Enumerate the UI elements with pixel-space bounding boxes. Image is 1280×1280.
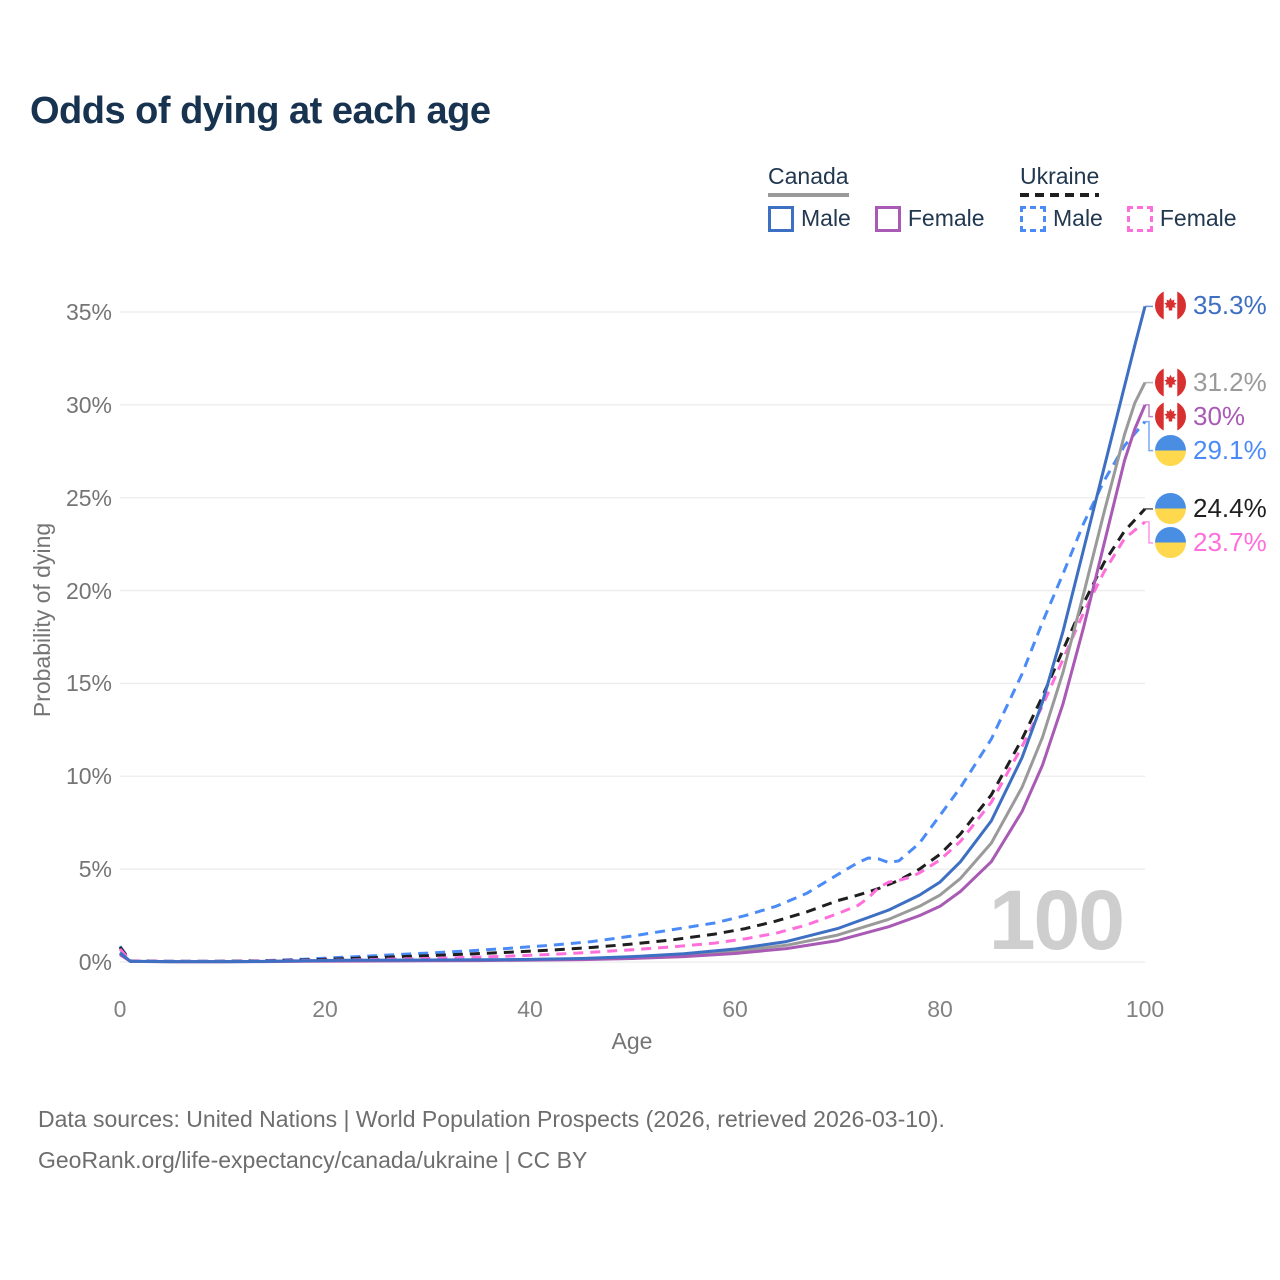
ukraine-flag-icon (1155, 526, 1186, 558)
legend-header-canada[interactable]: Canada (768, 163, 849, 197)
end-label-ukraine-male[interactable]: 29.1% (1155, 434, 1267, 466)
y-tick-label-20: 20% (65, 577, 112, 604)
legend-item-canada-male[interactable]: Male (768, 205, 851, 232)
end-label-value-canada-total: 31.2% (1193, 366, 1267, 397)
x-tick-label-80: 80 (927, 996, 953, 1022)
series-line-canada-total[interactable] (119, 381, 1147, 964)
legend-item-canada-male-label: Male (801, 205, 851, 231)
y-tick-label-0: 0% (78, 949, 112, 975)
end-label-value-canada-female: 30% (1193, 400, 1246, 431)
end-label-value-ukraine-total: 24.4% (1193, 492, 1267, 523)
canada-female-swatch-icon (874, 205, 901, 232)
ukraine-female-swatch-icon (1126, 205, 1153, 232)
legend-item-ukraine-female-label: Female (1159, 205, 1237, 231)
legend-item-ukraine-male-label: Male (1053, 205, 1103, 231)
ukraine-flag-icon (1155, 492, 1186, 524)
legend-item-ukraine-male[interactable]: Male (1020, 205, 1103, 232)
label-leader-ukraine-male (1145, 420, 1153, 452)
end-label-canada-female[interactable]: 30% (1155, 400, 1246, 432)
canada-flag-icon (1155, 400, 1186, 432)
y-tick-label-10: 10% (65, 763, 112, 790)
y-tick-label-30: 30% (65, 391, 112, 418)
y-tick-label-15: 15% (65, 670, 112, 697)
legend-item-ukraine-female[interactable]: Female (1126, 205, 1237, 232)
end-label-ukraine-female[interactable]: 23.7% (1155, 526, 1267, 558)
y-tick-label-5: 5% (78, 856, 112, 883)
footer-source-line: Data sources: United Nations | World Pop… (38, 1106, 945, 1132)
label-leader-canada-female (1145, 404, 1153, 418)
end-label-value-canada-male: 35.3% (1193, 290, 1267, 321)
x-tick-label-100: 100 (1125, 996, 1165, 1022)
canada-male-swatch-icon (768, 205, 794, 232)
x-axis-title: Age (611, 1028, 653, 1054)
end-label-canada-total[interactable]: 31.2% (1155, 366, 1267, 398)
series-line-canada-male[interactable] (119, 306, 1147, 964)
ukraine-male-swatch-icon (1020, 205, 1046, 232)
series-line-ukraine-total[interactable] (118, 507, 1147, 963)
legend-item-canada-female-label: Female (907, 205, 985, 231)
legend-header-ukraine-label: Ukraine (1020, 163, 1100, 189)
x-tick-label-60: 60 (722, 996, 748, 1022)
y-tick-label-35: 35% (65, 299, 112, 325)
canada-flag-icon (1155, 366, 1186, 398)
canada-flag-icon (1155, 290, 1186, 322)
legend-header-ukraine[interactable]: Ukraine (1020, 163, 1100, 197)
legend-items-canada: Male Female (768, 205, 985, 232)
canada-line-style-icon (768, 193, 849, 197)
end-label-value-ukraine-male: 29.1% (1193, 434, 1267, 465)
end-label-value-ukraine-female: 23.7% (1193, 526, 1267, 557)
x-tick-label-0: 0 (113, 996, 127, 1022)
label-leader-ukraine-female (1145, 521, 1153, 544)
max-age-watermark: 100 (988, 873, 1125, 967)
legend-items-ukraine: Male Female (1020, 205, 1237, 232)
end-label-canada-male[interactable]: 35.3% (1155, 290, 1267, 322)
x-tick-label-20: 20 (312, 996, 338, 1022)
legend-header-canada-label: Canada (768, 163, 849, 189)
ukraine-flag-icon (1155, 434, 1186, 466)
x-tick-label-40: 40 (517, 996, 543, 1022)
y-tick-label-25: 25% (65, 484, 112, 511)
series-line-ukraine-male[interactable] (118, 420, 1147, 963)
ukraine-line-style-icon (1020, 193, 1100, 197)
legend-group-ukraine: Ukraine Male Female (1020, 163, 1237, 232)
legend-item-canada-female[interactable]: Female (874, 205, 985, 232)
page-title: Odds of dying at each age (30, 90, 491, 132)
end-label-ukraine-total[interactable]: 24.4% (1155, 492, 1267, 524)
legend-group-canada: Canada Male Female (768, 163, 985, 232)
footer-license-line: GeoRank.org/life-expectancy/canada/ukrai… (38, 1147, 588, 1173)
